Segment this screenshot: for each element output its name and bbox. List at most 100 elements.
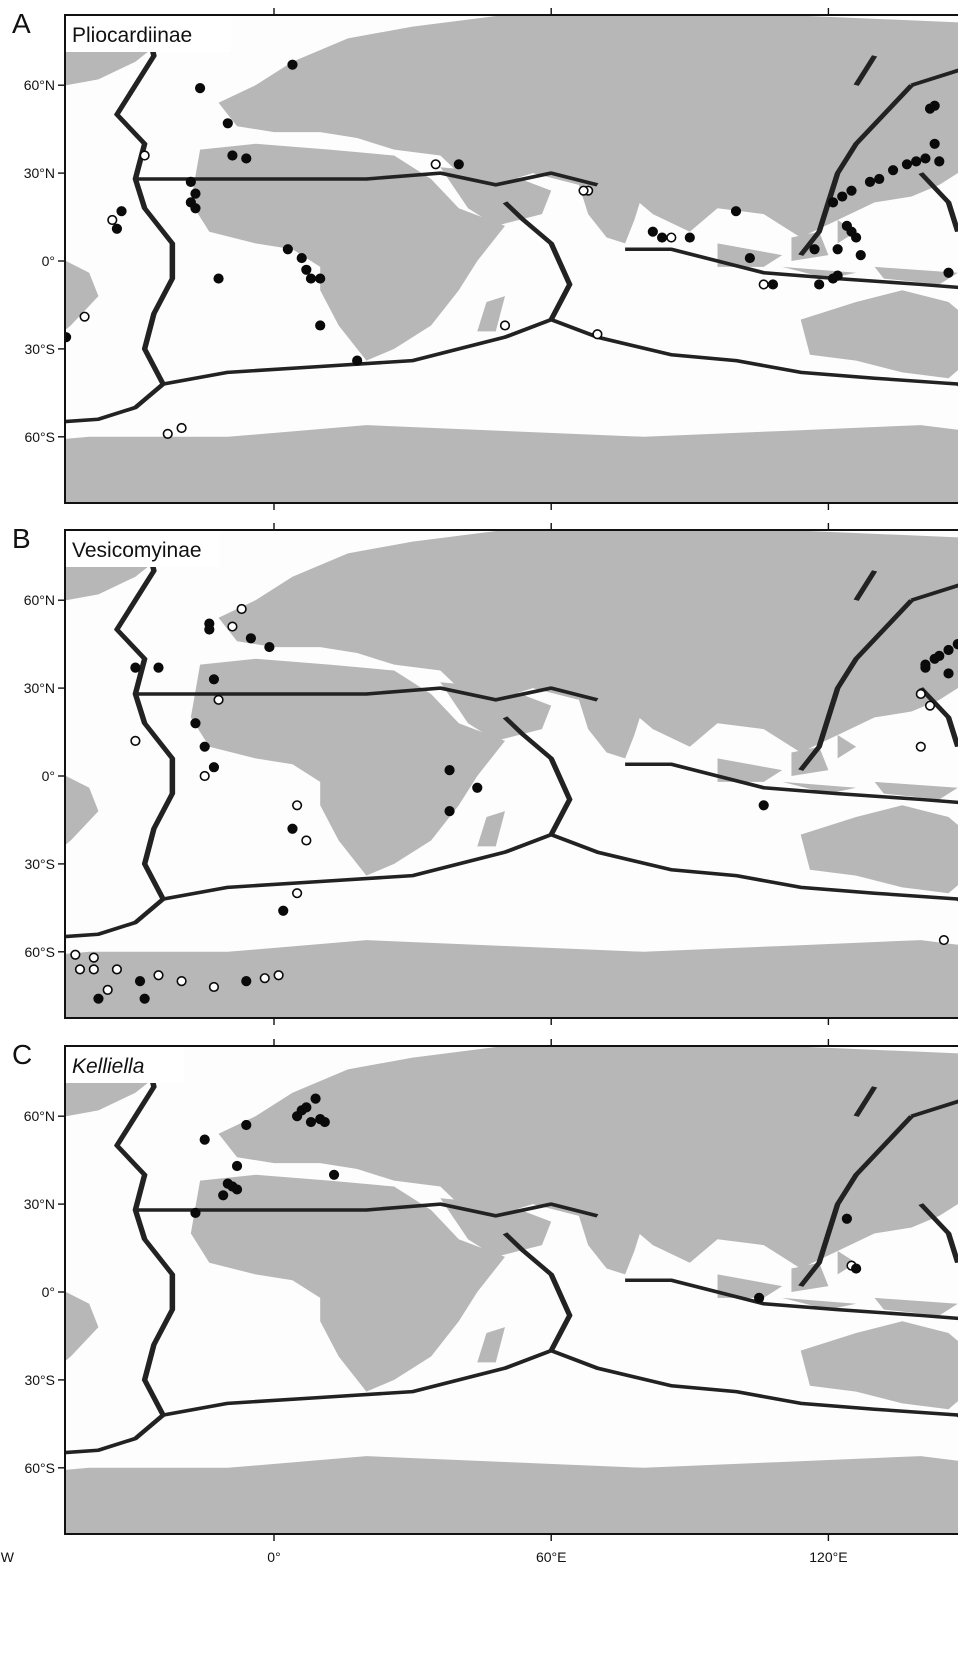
filled-site-marker bbox=[134, 976, 146, 987]
filled-site-marker bbox=[352, 355, 363, 366]
panel-letter: A bbox=[12, 8, 31, 39]
filled-site-marker bbox=[116, 206, 127, 217]
filled-site-marker bbox=[287, 59, 298, 70]
filled-site-marker bbox=[758, 800, 769, 811]
filled-site-marker bbox=[204, 624, 215, 635]
filled-site-marker bbox=[0, 227, 1, 236]
filled-site-marker bbox=[730, 206, 742, 217]
filled-site-marker bbox=[754, 1292, 765, 1303]
map-frame bbox=[64, 14, 958, 504]
filled-site-marker bbox=[851, 1263, 862, 1274]
filled-site-marker bbox=[453, 159, 464, 170]
filled-site-marker bbox=[328, 1169, 340, 1180]
filled-site-marker bbox=[287, 823, 298, 834]
open-site-marker bbox=[130, 735, 141, 746]
filled-site-marker bbox=[832, 270, 843, 281]
filled-site-marker bbox=[15, 374, 24, 383]
filled-site-marker bbox=[194, 83, 206, 94]
filled-site-marker bbox=[943, 644, 954, 656]
filled-site-marker bbox=[139, 993, 150, 1004]
filled-site-marker bbox=[851, 232, 862, 243]
lat-label: 0° bbox=[42, 253, 55, 269]
open-site-marker bbox=[162, 428, 173, 439]
filled-site-marker bbox=[855, 250, 866, 261]
panel-title-box bbox=[66, 531, 220, 567]
filled-site-marker bbox=[837, 191, 848, 202]
open-site-marker bbox=[88, 964, 99, 975]
lat-label: 30°N bbox=[24, 680, 55, 696]
open-site-marker bbox=[578, 185, 589, 196]
filled-site-marker bbox=[218, 1190, 229, 1201]
filled-site-marker bbox=[310, 1093, 321, 1104]
filled-site-marker bbox=[929, 100, 940, 111]
filled-site-marker bbox=[943, 267, 954, 278]
filled-site-marker bbox=[241, 976, 252, 987]
filled-site-marker bbox=[315, 320, 326, 331]
filled-site-marker bbox=[241, 153, 252, 164]
filled-site-marker bbox=[153, 662, 164, 673]
lon-label: 60°W bbox=[0, 1549, 15, 1565]
open-site-marker bbox=[153, 970, 164, 981]
filled-site-marker bbox=[208, 674, 220, 685]
filled-site-marker bbox=[920, 662, 931, 673]
open-site-marker bbox=[666, 232, 677, 243]
open-site-marker bbox=[236, 603, 247, 615]
open-site-marker bbox=[111, 964, 123, 975]
filled-site-marker bbox=[767, 279, 779, 290]
filled-site-marker bbox=[934, 156, 945, 167]
map-panels: 60°N 30°N 0° 30°S 60°S A Pliocardiinae 60°N 30°N… bbox=[0, 8, 958, 1565]
open-site-marker bbox=[2, 468, 11, 477]
filled-site-marker bbox=[208, 762, 220, 773]
filled-site-marker bbox=[809, 244, 820, 255]
filled-site-marker bbox=[93, 993, 104, 1004]
filled-site-marker bbox=[111, 223, 123, 234]
open-site-marker bbox=[938, 934, 950, 946]
open-site-marker bbox=[107, 214, 118, 226]
open-site-marker bbox=[176, 975, 187, 987]
filled-site-marker bbox=[301, 264, 312, 275]
open-site-marker bbox=[70, 949, 81, 960]
filled-site-marker bbox=[841, 1213, 852, 1224]
open-site-marker bbox=[592, 329, 603, 340]
panel-title-box bbox=[66, 16, 231, 52]
lat-label: 30°S bbox=[24, 856, 55, 872]
filled-site-marker bbox=[911, 156, 922, 167]
filled-site-marker bbox=[305, 273, 317, 284]
open-site-marker bbox=[499, 320, 511, 331]
filled-site-marker bbox=[231, 1160, 243, 1172]
lat-label: 60°S bbox=[24, 944, 55, 960]
filled-site-marker bbox=[65, 332, 72, 343]
filled-site-marker bbox=[656, 232, 668, 243]
filled-site-marker bbox=[199, 1134, 210, 1145]
panel-letter: B bbox=[12, 523, 31, 554]
filled-site-marker bbox=[934, 650, 945, 661]
lat-label: 30°N bbox=[24, 165, 55, 181]
panel-title: Pliocardiinae bbox=[72, 24, 192, 47]
filled-site-marker bbox=[832, 244, 843, 255]
lon-label: 60°E bbox=[536, 1549, 567, 1565]
panel-title-box bbox=[66, 1047, 185, 1083]
filled-site-marker bbox=[190, 188, 201, 199]
open-site-marker bbox=[227, 621, 238, 632]
filled-site-marker bbox=[282, 244, 293, 255]
lat-label: 60°S bbox=[24, 1460, 55, 1476]
filled-site-marker bbox=[185, 176, 196, 187]
filled-site-marker bbox=[943, 668, 954, 679]
map-area bbox=[65, 1046, 958, 1534]
map-panel-a: 60°N 30°N 0° 30°S 60°S A Pliocardiinae bbox=[0, 8, 958, 510]
open-site-marker bbox=[79, 311, 90, 322]
filled-site-marker bbox=[315, 273, 326, 284]
filled-site-marker bbox=[920, 153, 931, 164]
open-site-marker bbox=[102, 984, 113, 995]
filled-site-marker bbox=[864, 176, 876, 187]
map-frame bbox=[64, 529, 958, 1019]
panel-title: Kelliella bbox=[72, 1055, 144, 1078]
map-area bbox=[0, 15, 958, 503]
open-site-marker bbox=[208, 981, 220, 993]
filled-site-marker bbox=[190, 718, 201, 729]
filled-site-marker bbox=[231, 1184, 243, 1195]
filled-site-marker bbox=[130, 662, 141, 673]
open-site-marker bbox=[259, 973, 270, 984]
open-site-marker bbox=[301, 835, 312, 846]
